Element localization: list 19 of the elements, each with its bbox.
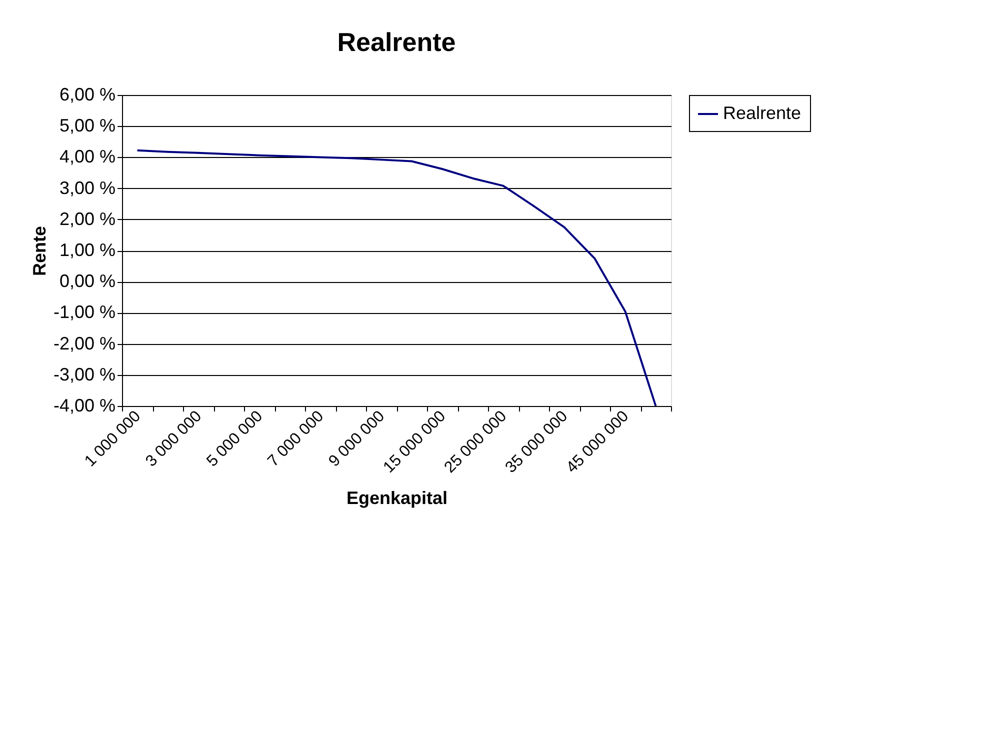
legend-label: Realrente [723,103,802,123]
y-tick-label: 4,00 % [59,146,116,167]
y-axis-title: Rente [29,226,50,276]
y-tick-label: 6,00 % [59,84,116,104]
line-series [136,149,657,407]
y-tick-label: -1,00 % [53,302,116,322]
y-tick-label: 2,00 % [59,208,116,229]
y-tick-label: 1,00 % [59,240,116,260]
x-tick-label: 7 000 000 [264,408,328,470]
x-axis-title: Egenkapital [346,488,448,508]
y-tick-label: 3,00 % [59,178,116,198]
y-tick-label: 5,00 % [59,116,116,136]
chart-title: Realrente [337,27,456,57]
x-tick-label: 5 000 000 [204,408,266,470]
y-tick-label: 0,00 % [59,271,116,292]
y-tick-label: -2,00 % [53,333,116,354]
x-tick-label: 3 000 000 [142,408,206,470]
y-tick-label: -3,00 % [53,364,116,384]
y-tick-label: -4,00 % [53,396,116,416]
